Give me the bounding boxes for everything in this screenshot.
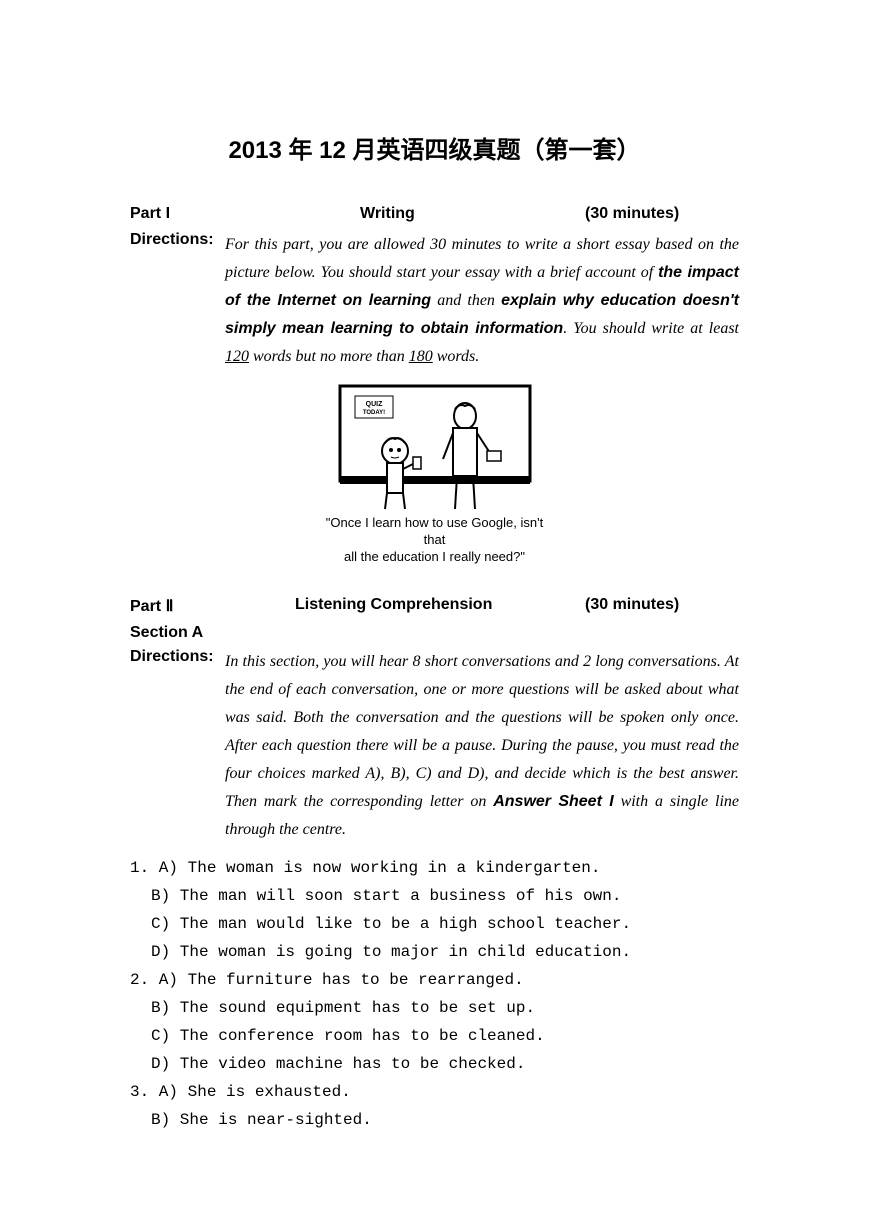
directions-label-2: Directions: bbox=[130, 648, 225, 844]
exam-page: 2013 年 12 月英语四级真题（第一套） Part I Writing (3… bbox=[0, 0, 869, 1228]
question-1-c: C) The man would like to be a high schoo… bbox=[130, 910, 739, 938]
caption-l1: "Once I learn how to use Google, isn't t… bbox=[326, 515, 543, 547]
p1-dir-mid: and then bbox=[431, 292, 501, 309]
question-3-b: B) She is near-sighted. bbox=[130, 1106, 739, 1134]
p1-dir-after-bold2: . You should write at least bbox=[563, 320, 739, 337]
section-a-label: Section A bbox=[130, 624, 739, 642]
quiz-sign-line2: TODAY! bbox=[362, 410, 384, 416]
part1-header: Part I Writing (30 minutes) bbox=[130, 205, 739, 223]
question-2-c: C) The conference room has to be cleaned… bbox=[130, 1022, 739, 1050]
part2-name: Listening Comprehension bbox=[295, 596, 585, 616]
page-title: 2013 年 12 月英语四级真题（第一套） bbox=[130, 130, 739, 165]
p2-dir-pre: In this section, you will hear 8 short c… bbox=[225, 653, 739, 810]
part2-directions: Directions: In this section, you will he… bbox=[130, 648, 739, 844]
part1-directions-text: For this part, you are allowed 30 minute… bbox=[225, 231, 739, 371]
part1-directions: Directions: For this part, you are allow… bbox=[130, 231, 739, 371]
p1-dir-end: words. bbox=[433, 348, 480, 365]
cartoon-icon: QUIZ TODAY! bbox=[335, 381, 535, 511]
part1-time: (30 minutes) bbox=[585, 205, 739, 223]
question-3-a: 3. A) She is exhausted. bbox=[130, 1078, 739, 1106]
p2-bold1: Answer Sheet I bbox=[493, 793, 613, 810]
question-1-a: 1. A) The woman is now working in a kind… bbox=[130, 854, 739, 882]
p1-u1: 120 bbox=[225, 348, 249, 365]
cartoon-container: QUIZ TODAY! bbox=[130, 381, 739, 566]
question-1-d: D) The woman is going to major in child … bbox=[130, 938, 739, 966]
quiz-sign-line1: QUIZ bbox=[365, 401, 382, 408]
p1-u2: 180 bbox=[409, 348, 433, 365]
part2-label: Part Ⅱ bbox=[130, 596, 295, 616]
question-2-a: 2. A) The furniture has to be rearranged… bbox=[130, 966, 739, 994]
questions-list: 1. A) The woman is now working in a kind… bbox=[130, 854, 739, 1134]
p1-dir-mid2: words but no more than bbox=[249, 348, 409, 365]
part1-name: Writing bbox=[360, 205, 585, 223]
part2-directions-text: In this section, you will hear 8 short c… bbox=[225, 648, 739, 844]
cartoon-caption: "Once I learn how to use Google, isn't t… bbox=[320, 515, 550, 566]
question-1-b: B) The man will soon start a business of… bbox=[130, 882, 739, 910]
question-2-d: D) The video machine has to be checked. bbox=[130, 1050, 739, 1078]
question-2-b: B) The sound equipment has to be set up. bbox=[130, 994, 739, 1022]
caption-l2: all the education I really need?" bbox=[344, 549, 525, 564]
part2-header: Part Ⅱ Listening Comprehension (30 minut… bbox=[130, 596, 739, 616]
part1-label: Part I bbox=[130, 205, 360, 223]
directions-label-1: Directions: bbox=[130, 231, 225, 371]
part2-time: (30 minutes) bbox=[585, 596, 739, 616]
cartoon-box: QUIZ TODAY! bbox=[320, 381, 550, 566]
